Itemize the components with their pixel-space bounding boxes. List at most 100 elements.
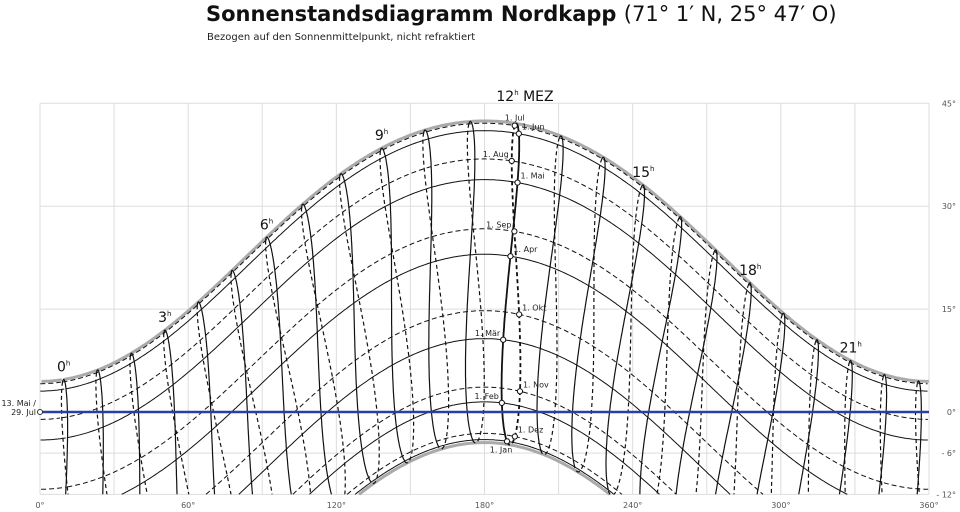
date-marker — [511, 122, 518, 129]
date-marker — [500, 336, 507, 343]
hour-label-6: 6h — [260, 217, 273, 233]
hour-analemma-11-dashed — [466, 123, 485, 444]
hour-label-21: 21h — [840, 341, 862, 357]
hour-superscript: h — [269, 217, 273, 225]
date-label: 1. Mär — [475, 329, 501, 338]
x-tick-label: 360° — [919, 501, 938, 510]
hour-number: 6 — [260, 217, 269, 233]
date-label: 1. Sep — [486, 220, 511, 229]
x-tick-label: 180° — [475, 501, 494, 510]
hour-analemma-20-dashed — [807, 341, 817, 495]
hour-analemma-7 — [301, 203, 333, 495]
solstice-path — [41, 119, 929, 383]
date-path-3 — [238, 338, 731, 495]
hour-analemma-21-dashed — [844, 362, 850, 495]
title-text: Sonnenstandsdiagramm Nordkapp — [206, 2, 617, 26]
hour-analemma-13 — [536, 135, 564, 451]
hour-analemma-16 — [639, 216, 683, 495]
date-path-7 — [40, 122, 928, 385]
hour-superscript: h — [514, 89, 518, 97]
date-marker — [511, 228, 518, 235]
horizon-label-line1: 13. Mai / — [1, 399, 36, 408]
plot-area — [40, 119, 929, 496]
date-marker — [503, 438, 511, 445]
x-tick-label: 300° — [771, 501, 790, 510]
date-marker — [498, 399, 505, 406]
hour-analemma-4 — [196, 301, 216, 495]
hour-superscript: h — [650, 165, 654, 173]
hour-analemma-5-dashed — [230, 273, 273, 495]
chart-title: Sonnenstandsdiagramm Nordkapp (71° 1′ N,… — [206, 2, 837, 26]
y-tick-label: 15° — [942, 305, 956, 314]
hour-analemma-23-dashed — [914, 383, 920, 495]
date-marker — [511, 433, 518, 440]
hour-analemma-22 — [878, 374, 888, 495]
date-path-12 — [346, 432, 623, 495]
hour-superscript: h — [757, 263, 761, 271]
hour-label-3: 3h — [158, 310, 171, 326]
date-marker — [516, 388, 524, 395]
hour-analemma-9 — [379, 147, 406, 462]
date-marker — [507, 253, 514, 260]
hour-analemma-6 — [265, 236, 292, 495]
title-coords: (71° 1′ N, 25° 47′ O) — [623, 2, 837, 26]
hour-analemma-19-dashed — [770, 314, 783, 495]
date-path-9 — [41, 228, 929, 490]
hour-analemma-2 — [129, 352, 141, 495]
date-label: 1. Nov — [523, 380, 549, 389]
horizon-label: 13. Mai /29. Jul — [1, 399, 36, 417]
x-tick-label: 60° — [181, 501, 195, 510]
hour-analemma-8-dashed — [338, 176, 380, 485]
solstice-path — [358, 441, 611, 496]
hour-analemma-12 — [500, 122, 521, 442]
hour-analemma-13-dashed — [540, 137, 561, 456]
chart-subtitle: Bezogen auf den Sonnenmittelpunkt, nicht… — [207, 32, 476, 43]
hour-analemma-1 — [96, 369, 104, 495]
hour-number: 9 — [375, 128, 384, 144]
hour-analemma-10-dashed — [422, 132, 450, 450]
date-label: 1. Okt — [522, 303, 546, 312]
hour-analemma-3-dashed — [163, 333, 190, 495]
hour-analemma-17 — [675, 249, 718, 495]
hour-analemma-17-dashed — [695, 251, 716, 495]
hour-analemma-14-dashed — [574, 158, 603, 473]
date-marker — [516, 311, 523, 318]
date-path-6 — [40, 130, 928, 392]
x-tick-label: 0° — [35, 501, 44, 510]
date-label: 1. Jan — [490, 445, 513, 454]
hour-label-18: 18h — [739, 263, 761, 279]
date-marker — [514, 179, 521, 186]
marks — [37, 122, 929, 445]
hour-analemma-6-dashed — [265, 240, 312, 495]
y-tick-label: 45° — [942, 99, 956, 108]
date-path-4 — [121, 253, 848, 495]
hour-analemma-2-dashed — [129, 356, 148, 495]
horizon-marker — [37, 409, 43, 415]
hour-analemma-0-dashed — [60, 381, 69, 495]
hour-analemma-1-dashed — [95, 372, 108, 495]
hour-analemma-7-dashed — [300, 207, 346, 495]
date-path-8 — [40, 158, 928, 420]
date-label: 1. Jun — [522, 123, 545, 132]
x-tick-label: 240° — [623, 501, 642, 510]
hour-label-0: 0h — [57, 359, 70, 375]
y-tick-label: 0° — [947, 408, 956, 417]
labels: 45°30°15°0°- 6°- 12°0° 60° 120° 180° 240° 300… — [1, 89, 956, 510]
hour-superscript: h — [857, 341, 861, 349]
date-label: 1. Aug — [483, 150, 509, 159]
date-label: 1. Jul — [505, 114, 525, 123]
date-label: 1. Mai — [521, 172, 545, 181]
hour-superscript: h — [66, 359, 70, 367]
hour-analemma-9-dashed — [379, 151, 415, 464]
hour-suffix: MEZ — [519, 89, 554, 105]
y-tick-label: - 12° — [936, 490, 956, 499]
hour-analemma-15 — [605, 184, 646, 491]
hour-analemma-11 — [464, 120, 476, 441]
x-tick-label: 120° — [327, 501, 346, 510]
hour-superscript: h — [384, 128, 388, 136]
hour-number: 21 — [840, 341, 858, 357]
date-marker — [508, 157, 515, 165]
hour-analemma-21 — [838, 359, 853, 495]
hour-number: 12 — [496, 89, 514, 105]
